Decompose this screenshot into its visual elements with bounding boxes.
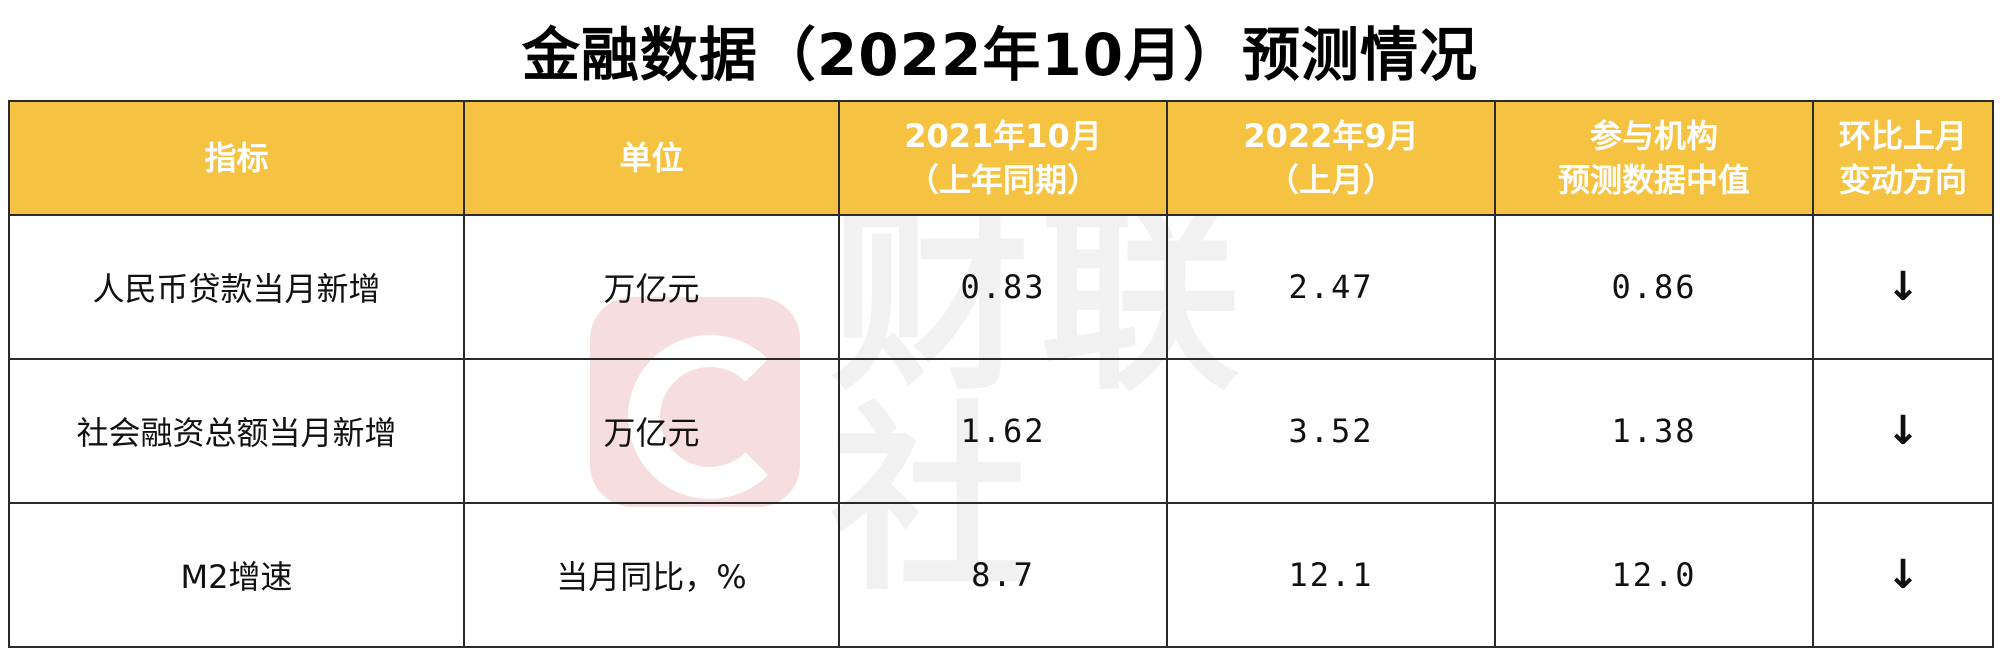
table-row: 社会融资总额当月新增 万亿元 1.62 3.52 1.38 ↓ (8, 358, 1994, 504)
down-arrow-icon: ↓ (1812, 214, 1994, 360)
cell-unit: 万亿元 (463, 358, 840, 504)
down-arrow-icon: ↓ (1812, 358, 1994, 504)
cell-last-month: 12.1 (1166, 502, 1496, 648)
cell-last-year: 8.7 (838, 502, 1168, 648)
cell-indicator: 人民币贷款当月新增 (8, 214, 465, 360)
cell-last-year: 0.83 (838, 214, 1168, 360)
cell-last-month: 3.52 (1166, 358, 1496, 504)
header-last-month: 2022年9月 （上月） (1166, 100, 1496, 216)
cell-median: 12.0 (1494, 502, 1814, 648)
header-indicator: 指标 (8, 100, 465, 216)
header-last-year: 2021年10月 （上年同期） (838, 100, 1168, 216)
cell-indicator: M2增速 (8, 502, 465, 648)
cell-median: 0.86 (1494, 214, 1814, 360)
forecast-table: 指标 单位 2021年10月 （上年同期） 2022年9月 （上月） 参与机构 预测数… (8, 100, 1994, 648)
header-unit: 单位 (463, 100, 840, 216)
cell-unit: 当月同比，% (463, 502, 840, 648)
page-title: 金融数据（2022年10月）预测情况 (521, 21, 1479, 89)
header-median: 参与机构 预测数据中值 (1494, 100, 1814, 216)
table-row: 人民币贷款当月新增 万亿元 0.83 2.47 0.86 ↓ (8, 214, 1994, 360)
cell-median: 1.38 (1494, 358, 1814, 504)
table-header-row: 指标 单位 2021年10月 （上年同期） 2022年9月 （上月） 参与机构 预测数… (8, 100, 1994, 216)
cell-unit: 万亿元 (463, 214, 840, 360)
cell-last-year: 1.62 (838, 358, 1168, 504)
header-direction: 环比上月 变动方向 (1812, 100, 1994, 216)
down-arrow-icon: ↓ (1812, 502, 1994, 648)
table-row: M2增速 当月同比，% 8.7 12.1 12.0 ↓ (8, 502, 1994, 648)
cell-indicator: 社会融资总额当月新增 (8, 358, 465, 504)
cell-last-month: 2.47 (1166, 214, 1496, 360)
